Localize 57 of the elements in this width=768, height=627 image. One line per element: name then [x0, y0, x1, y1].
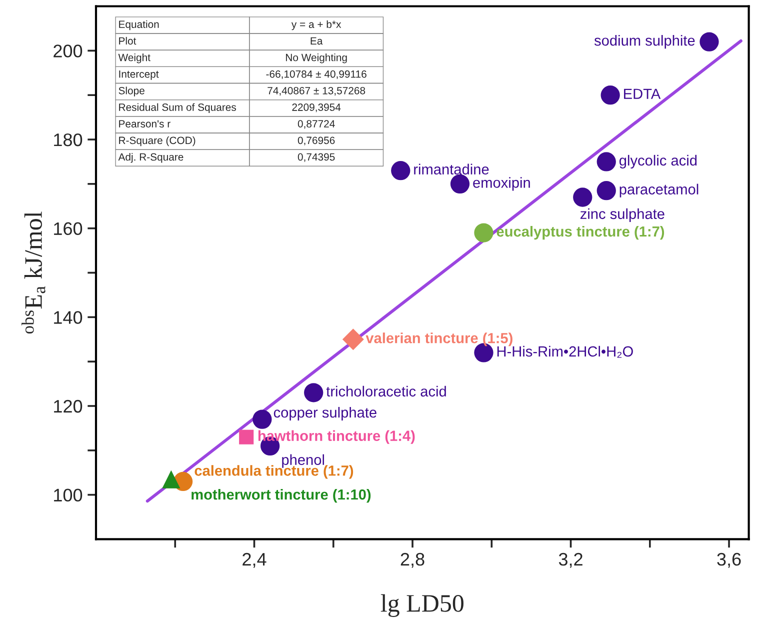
annotation: 0,87724 [298, 120, 335, 129]
annotation: 0,76956 [298, 136, 335, 146]
y-tick-label: 140 [54, 311, 82, 324]
annotation: Slope [118, 86, 144, 96]
annotation: Weight [118, 54, 150, 64]
y-tick-label: 160 [54, 222, 82, 236]
x-tick-label: 2,4 [242, 552, 266, 568]
annotation: Residual Sum of Squares [119, 103, 236, 113]
annotation: Equation [119, 20, 159, 30]
series-label: tricholoracetic acid [326, 386, 446, 397]
point [391, 161, 410, 180]
series-label: eucalyptus tincture (1:7) [496, 226, 664, 240]
series-label: glycolic acid [619, 154, 697, 169]
point [700, 32, 719, 52]
x-tick-label: 3,6 [717, 552, 741, 568]
y-tick-label: 200 [54, 44, 82, 58]
series-label: EDTA [624, 88, 661, 99]
x-tick-label: 2,8 [400, 552, 424, 568]
annotation: Adj. R-Square [118, 153, 184, 163]
annotation: 0,74395 [298, 153, 335, 162]
series-label: motherwort tincture (1:10) [192, 488, 371, 503]
point [596, 152, 616, 172]
point [239, 430, 254, 444]
series-label: valerian tincture (1:5) [366, 332, 512, 346]
annotation: No Weighting [286, 54, 347, 64]
annotation: Pearson's r [119, 120, 170, 128]
series-label: rimantadine [414, 164, 489, 175]
series-label: paracetamol [620, 184, 698, 198]
y-tick-label: 120 [54, 400, 82, 413]
annotation: Intercept [119, 70, 159, 80]
series-label: copper sulphate [274, 406, 376, 421]
annotation: 2209,3954 [292, 104, 341, 112]
x-axis-title: lg LD50 [380, 594, 464, 617]
annotation: y = a + b*x [291, 20, 342, 30]
point [474, 223, 494, 242]
x-tick-label: 3,2 [558, 552, 582, 568]
point [573, 188, 592, 207]
y-axis-title: $^{obs}$E$_{a}$ kJ/mol [22, 212, 46, 334]
annotation: Plot [119, 36, 136, 45]
series-label: H-His-Rim•2HCl•H₂O [497, 346, 633, 358]
series-label: zinc sulphate [580, 208, 664, 222]
annotation: Ea [310, 37, 323, 45]
point [600, 86, 620, 105]
point [304, 383, 324, 402]
y-tick-label: 180 [54, 133, 82, 146]
series-label: emoxipin [473, 177, 530, 191]
annotation: R-Square (COD) [119, 136, 196, 146]
point [162, 470, 180, 488]
series-label: hawthorn tincture (1:4) [258, 430, 415, 444]
series-label: sodium sulphite [594, 35, 695, 49]
annotation: -66,10784 ± 40,99116 [266, 70, 366, 79]
point [450, 174, 470, 194]
point [252, 410, 272, 429]
point [596, 181, 616, 200]
annotation: 74,40867 ± 13,57268 [268, 86, 366, 96]
y-tick-label: 100 [54, 488, 82, 502]
point [342, 328, 364, 350]
